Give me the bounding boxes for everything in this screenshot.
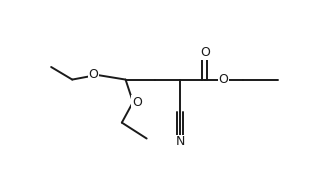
Text: N: N	[175, 135, 185, 148]
Text: O: O	[200, 46, 210, 59]
Text: O: O	[88, 68, 98, 81]
Text: O: O	[219, 73, 228, 86]
Text: O: O	[132, 96, 142, 109]
